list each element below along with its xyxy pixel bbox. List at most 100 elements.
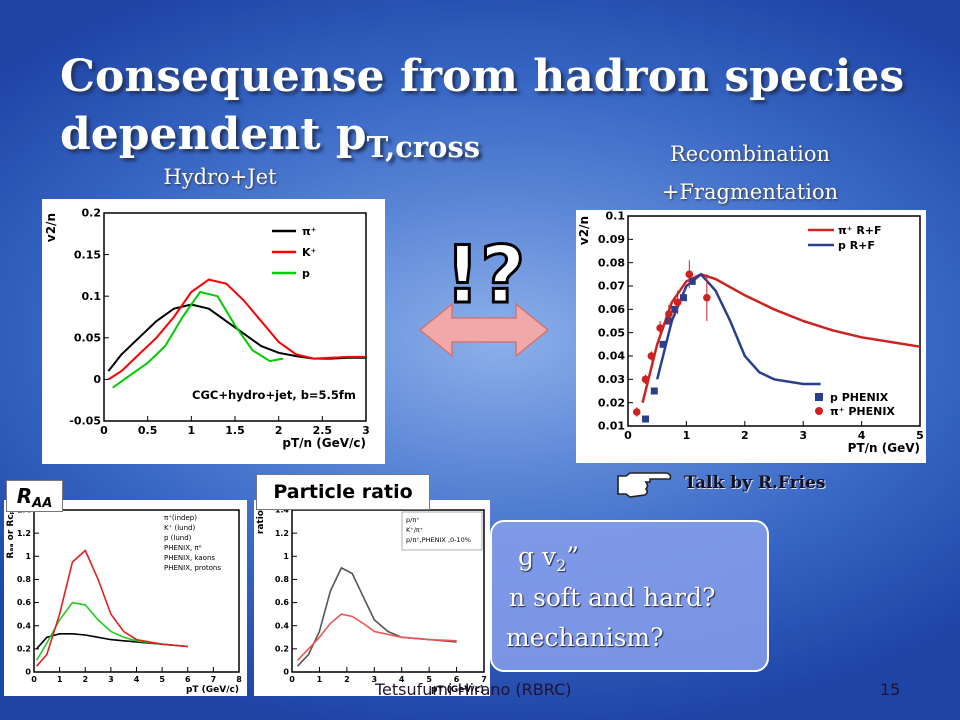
- legend-label: p (lund): [164, 534, 192, 542]
- y-tick-label: 0.1: [606, 210, 626, 223]
- legend-label: PHENIX, protons: [164, 564, 221, 572]
- x-tick-label: 0: [289, 675, 295, 684]
- legend-label: π⁺ PHENIX: [830, 405, 895, 418]
- x-tick-label: 2: [741, 429, 749, 442]
- double-arrow-shape: [418, 302, 550, 358]
- legend-label: K⁺: [302, 246, 317, 259]
- ratio-plot-panel: 0 1 2 3 4 5 6 7 0 0.2 0.4 0.6 0.8 1 1.2 1.4 pT (GeV/c) ra…: [254, 500, 490, 696]
- series-line: [112, 290, 284, 389]
- series-line: [296, 566, 457, 667]
- y-tick-label: 0.08: [598, 256, 625, 269]
- plot-frame: [627, 215, 921, 427]
- data-point-square: [688, 277, 696, 285]
- y-tick-label: 0.15: [74, 248, 101, 261]
- hydro-jet-label: Hydro+Jet: [163, 165, 277, 189]
- raa-tag-text: R: [16, 484, 33, 508]
- y-axis-label: Rₐₐ or Rᴄₚ: [6, 510, 16, 559]
- legend-label: PHENIX, π⁰: [164, 544, 202, 552]
- y-tick-label: 0.2: [275, 645, 289, 654]
- series-line: [35, 549, 188, 667]
- y-tick-label: 0.6: [17, 598, 32, 607]
- x-tick-label: 1: [317, 675, 323, 684]
- x-tick-label: 2: [82, 675, 88, 684]
- y-tick-label: 1: [283, 552, 289, 561]
- page-number: 15: [880, 680, 901, 699]
- x-axis-label: pT (GeV/c): [186, 685, 239, 695]
- y-tick-label: 0.6: [275, 598, 290, 607]
- slide-title: Consequense from hadron species dependen…: [60, 48, 920, 176]
- plot-frame: [291, 509, 485, 673]
- particle-ratio-tag: Particle ratio: [256, 474, 430, 510]
- x-tick-label: 0: [31, 675, 37, 684]
- x-axis-label: pT (GeV/c): [431, 685, 484, 695]
- chart-annotation: CGC+hydro+jet, b=5.5fm: [192, 388, 356, 402]
- title-subscript: T,cross: [366, 130, 481, 164]
- legend-label: PHENIX, kaons: [164, 554, 215, 562]
- pointing-hand-shape: [617, 472, 672, 498]
- x-tick-label: 1.5: [225, 424, 245, 437]
- fragmentation-label: +Fragmentation: [661, 180, 839, 204]
- footer-author: Tetsufumi Hirano (RBRC): [375, 680, 572, 699]
- x-tick-label: 5: [426, 675, 432, 684]
- legend-label: p R+F: [838, 239, 875, 252]
- x-tick-label: 1: [57, 675, 63, 684]
- legend-label: K⁺ (lund): [164, 524, 196, 532]
- data-point-circle: [656, 324, 664, 332]
- raa-tag: RAA: [6, 480, 63, 512]
- data-point-square: [659, 340, 667, 348]
- recombination-label: Recombination: [669, 142, 831, 166]
- series-line: [35, 601, 188, 661]
- y-tick-label: 0.03: [598, 373, 625, 386]
- series-line: [641, 272, 921, 404]
- x-tick-label: 3: [362, 424, 370, 437]
- x-tick-label: 4: [134, 675, 140, 684]
- x-tick-label: 6: [454, 675, 460, 684]
- talk-reference: Talk by R.Fries: [684, 473, 826, 493]
- callout-line-2: n soft and hard?: [509, 583, 716, 612]
- legend-marker: [815, 393, 823, 401]
- y-tick-label: 0.01: [598, 420, 625, 433]
- x-tick-label: 3: [108, 675, 114, 684]
- recombination-plot-panel: 0 1 2 3 4 5 0.01 0.02 0.03 0.04 0.05 0.06 0.07 0.08 0.…: [576, 210, 926, 463]
- y-tick-label: 0.2: [82, 207, 102, 220]
- y-tick-label: 0.02: [598, 396, 625, 409]
- recombination-chart: 0 1 2 3 4 5 0.01 0.02 0.03 0.04 0.05 0.06 0.07 0.08 0.…: [577, 210, 924, 455]
- x-tick-label: 2: [275, 424, 283, 437]
- exclaim-text: !?: [448, 232, 522, 312]
- y-tick-label: 0.09: [598, 233, 625, 246]
- x-tick-label: 4: [399, 675, 405, 684]
- y-axis-label: v2/n: [44, 213, 58, 242]
- y-tick-label: 1.2: [275, 529, 289, 538]
- data-point-square: [679, 294, 687, 302]
- data-point-circle: [641, 375, 650, 384]
- x-tick-label: 8: [236, 675, 242, 684]
- y-tick-label: 0.07: [598, 280, 625, 293]
- y-axis-label: v2/n: [577, 216, 591, 245]
- legend-label: p: [302, 267, 310, 280]
- x-tick-label: 0: [624, 429, 632, 442]
- legend-box: [401, 511, 483, 551]
- y-axis-label: ratio: [256, 510, 266, 534]
- x-tick-label: 2.5: [313, 424, 333, 437]
- y-tick-label: 0.4: [17, 621, 32, 630]
- y-tick-label: 0.8: [275, 575, 290, 584]
- x-tick-label: 3: [799, 429, 807, 442]
- y-tick-label: 0.05: [74, 331, 101, 344]
- x-tick-label: 7: [481, 675, 487, 684]
- legend-label: p/π⁺: [406, 516, 420, 524]
- data-point-circle: [632, 408, 641, 416]
- data-point-square: [650, 387, 658, 395]
- series-line: [107, 303, 366, 372]
- x-axis-label: pT/n (GeV/c): [282, 436, 366, 450]
- data-point-square: [642, 415, 650, 423]
- legend-label: π⁺(indep): [164, 514, 197, 522]
- y-tick-label: 0.05: [598, 326, 625, 339]
- legend-label: K⁺/π⁺: [406, 526, 423, 534]
- legend-marker: [815, 407, 823, 415]
- data-point-circle: [685, 270, 694, 279]
- data-point-square: [671, 305, 679, 313]
